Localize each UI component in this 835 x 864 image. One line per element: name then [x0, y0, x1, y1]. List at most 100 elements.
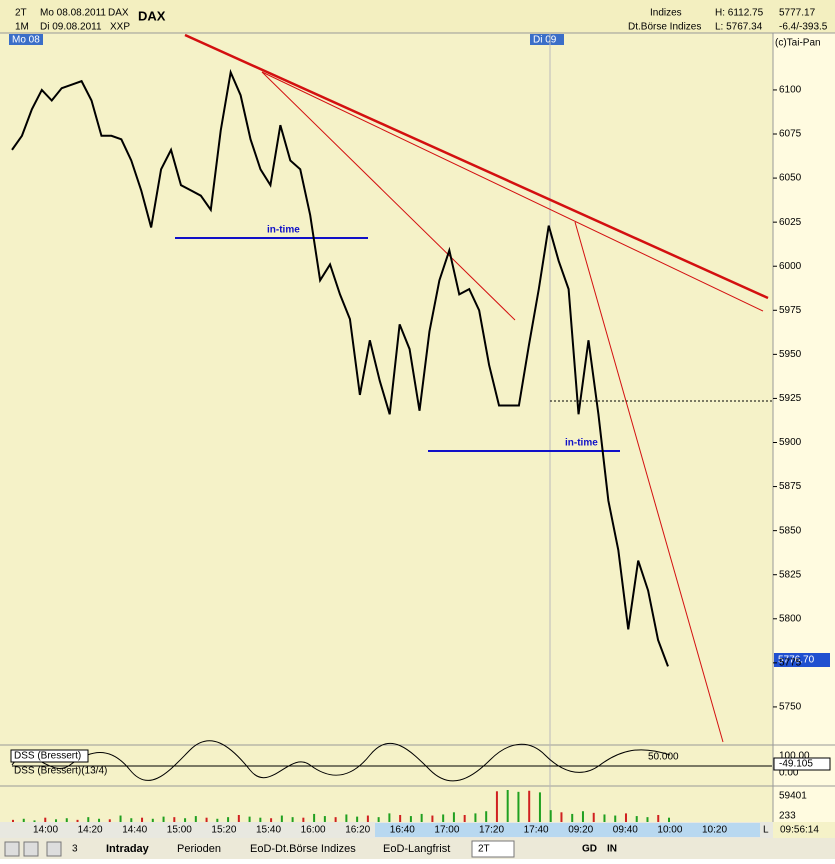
scale: L	[763, 825, 769, 836]
volume-bar	[87, 817, 90, 822]
volume-bar	[356, 816, 359, 822]
volume-bar	[528, 790, 531, 822]
trend-line	[184, 33, 769, 300]
day-marker: Di 09	[533, 35, 557, 46]
indicator-value-bg	[773, 757, 831, 771]
title: DAX	[138, 8, 166, 23]
volume-bar	[549, 810, 552, 822]
indicator-level: 50.000	[648, 752, 679, 763]
volume-bar	[442, 814, 445, 822]
volume-bar	[603, 814, 606, 822]
price-tick-label: 5825	[779, 569, 802, 580]
x-tick-label: 15:40	[256, 825, 281, 836]
volume-bar	[506, 790, 509, 822]
button[interactable]: IN	[607, 844, 617, 855]
volume-bar	[366, 815, 369, 822]
volume-bar	[22, 818, 25, 822]
header-bar	[0, 0, 835, 33]
price-tick-label: 5900	[779, 437, 802, 448]
price-tick-label: 6000	[779, 261, 802, 272]
volume-bar	[130, 818, 133, 822]
volume-tick: 233	[779, 811, 796, 822]
trend-line	[261, 71, 764, 312]
volume-bar	[248, 816, 251, 822]
volume-bar	[635, 816, 638, 822]
trend-lines	[184, 33, 769, 743]
indicator-label: DSS (Bressert)	[14, 751, 81, 762]
volume-bar	[280, 815, 283, 822]
volume-bar	[571, 813, 574, 822]
tab[interactable]: EoD-Dt.Börse Indizes	[250, 843, 356, 855]
volume-bar	[173, 817, 176, 822]
market: Dt.Börse Indizes	[628, 22, 701, 33]
volume-bar	[270, 818, 273, 822]
tool-icon[interactable]	[23, 841, 39, 857]
volume-bar	[581, 811, 584, 822]
volume-bar	[141, 817, 144, 822]
tab[interactable]: Perioden	[177, 843, 221, 855]
price-tick-label: 5950	[779, 349, 802, 360]
x-tick-label: 15:20	[211, 825, 236, 836]
price-tick-label: 6075	[779, 129, 802, 140]
symbol: DAX	[108, 8, 129, 19]
volume-bar	[227, 817, 230, 822]
price-axis	[773, 33, 835, 822]
volume-bar	[624, 813, 627, 822]
price-tick-label: 6100	[779, 85, 802, 96]
x-tick-label: 14:40	[122, 825, 147, 836]
day-marker-bg	[530, 34, 564, 45]
low: L: 5767.34	[715, 22, 763, 33]
period-select[interactable]	[471, 840, 515, 858]
volume-bar	[323, 816, 326, 822]
x-tick-label: 14:00	[33, 825, 58, 836]
volume-bar	[259, 817, 262, 822]
tool-icon[interactable]	[4, 841, 20, 857]
price-line	[11, 68, 669, 667]
day-marker-bg	[9, 34, 43, 45]
change: -6.4/-393.5	[779, 22, 828, 33]
tool-icon[interactable]	[46, 841, 62, 857]
volume-bar	[377, 817, 380, 822]
indicator-value: -49.105	[779, 759, 813, 770]
volume-bar	[302, 817, 305, 822]
volume-bar	[151, 818, 154, 822]
x-tick-label: 17:40	[524, 825, 549, 836]
volume-bar	[65, 818, 68, 822]
volume-bar	[76, 819, 79, 822]
volume-bar	[485, 811, 488, 822]
button[interactable]: GD	[582, 844, 597, 855]
time-axis-highlight	[375, 823, 760, 837]
indicator-level: 100.00	[779, 751, 810, 762]
x-tick-label: 16:20	[345, 825, 370, 836]
price-tick-label: 5775	[779, 657, 802, 668]
x-tick-label: 09:40	[613, 825, 638, 836]
volume-bar	[108, 819, 111, 822]
x-tick-label: 17:20	[479, 825, 504, 836]
x-tick-label: 16:00	[301, 825, 326, 836]
price-tick-label: 5750	[779, 702, 802, 713]
annotation: in-time	[267, 225, 300, 236]
high: H: 6112.75	[715, 8, 764, 19]
exchange: XXP	[110, 22, 130, 33]
price-tick-label: 6050	[779, 173, 802, 184]
volume-bar	[474, 813, 477, 822]
counter: 3	[72, 844, 78, 855]
period: 2T	[15, 8, 27, 19]
tab[interactable]: EoD-Langfrist	[383, 843, 450, 855]
x-tick-label: 09:20	[568, 825, 593, 836]
group: Indizes	[650, 8, 682, 19]
indicator-label-bg	[10, 749, 89, 763]
price-tick-label: 5850	[779, 525, 802, 536]
volume-bar	[409, 816, 412, 822]
volume-bar	[646, 817, 649, 822]
volume-bar	[495, 791, 498, 822]
volume-bar	[431, 815, 434, 822]
last: 5777.17	[779, 8, 816, 19]
volume-bar	[12, 819, 14, 822]
tab[interactable]: Intraday	[106, 843, 150, 855]
x-tick-label: 10:00	[657, 825, 682, 836]
toolbar	[0, 838, 835, 859]
volume-bar	[119, 815, 122, 822]
volume-bar	[668, 817, 670, 822]
